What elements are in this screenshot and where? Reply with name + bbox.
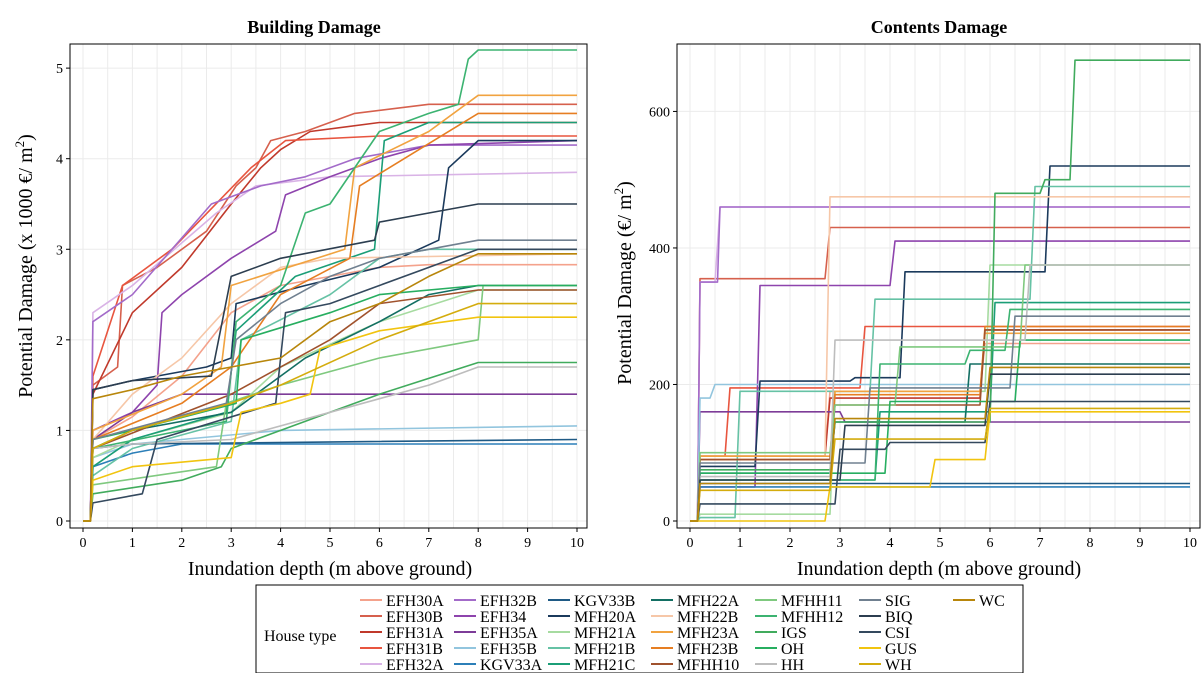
building-x-tick-label: 0 <box>80 536 87 551</box>
legend-label-efh31b: EFH31B <box>386 641 443 658</box>
legend-label-efh34: EFH34 <box>480 609 526 626</box>
legend-label-hh: HH <box>781 657 805 673</box>
legend: House type EFH30AEFH30BEFH31AEFH31BEFH32… <box>255 584 1024 673</box>
building-x-tick-label: 3 <box>228 536 235 551</box>
legend-label-wc: WC <box>979 593 1005 610</box>
contents-x-tick-label: 1 <box>737 536 744 551</box>
contents-x-tick-label: 5 <box>937 536 944 551</box>
contents-y-tick-label: 0 <box>663 515 670 530</box>
legend-box <box>255 584 1024 673</box>
legend-label-efh32a: EFH32A <box>386 657 444 673</box>
building-y-label-sup: 2 <box>12 141 27 148</box>
contents-y-tick-label: 600 <box>649 105 670 120</box>
legend-label-mfh22b: MFH22B <box>677 609 738 626</box>
legend-label-mfhh12: MFHH12 <box>781 609 843 626</box>
contents-damage-panel: 0 1 2 3 4 5 6 7 8 9 10 0 200 400 600 <box>649 43 1201 551</box>
contents-series-wc <box>690 366 1190 522</box>
building-series-mfhh12 <box>83 49 577 522</box>
legend-label-mfh22a: MFH22A <box>677 593 740 610</box>
building-series-gus <box>83 316 577 522</box>
building-y-tick-label: 4 <box>56 153 63 168</box>
building-damage-panel: 0 1 2 3 4 5 6 7 8 9 10 0 1 2 3 4 5 <box>56 43 588 551</box>
contents-series-mfh21b <box>690 185 1190 522</box>
building-x-tick-label: 1 <box>129 536 136 551</box>
contents-x-tick-label: 4 <box>887 536 894 551</box>
contents-y-label-end: ) <box>614 181 636 188</box>
legend-label-sig: SIG <box>885 593 911 610</box>
legend-label-efh30b: EFH30B <box>386 609 443 626</box>
building-y-tick-label: 2 <box>56 334 63 349</box>
legend-label-mfh21b: MFH21B <box>574 641 635 658</box>
legend-label-mfh21a: MFH21A <box>574 625 637 642</box>
legend-label-efh35a: EFH35A <box>480 625 538 642</box>
building-x-tick-label: 2 <box>178 536 185 551</box>
legend-label-mfh23a: MFH23A <box>677 625 740 642</box>
building-y-tick-label: 5 <box>56 62 63 77</box>
building-y-label-end: ) <box>15 134 37 141</box>
contents-x-tick-label: 2 <box>787 536 794 551</box>
contents-y-axis-label: Potential Damage (€/ m2) <box>611 181 636 385</box>
building-x-tick-label: 4 <box>277 536 284 551</box>
building-series-efh30b <box>83 103 577 522</box>
contents-x-tick-label: 10 <box>1183 536 1197 551</box>
contents-x-tick-label: 0 <box>687 536 694 551</box>
contents-y-tick-label: 200 <box>649 378 670 393</box>
contents-x-tick-label: 9 <box>1137 536 1144 551</box>
contents-x-tick-label: 6 <box>987 536 994 551</box>
contents-y-tick-label: 400 <box>649 242 670 257</box>
building-y-label-main: Potential Damage (x 1000 €/ m <box>15 147 37 398</box>
building-series-wc <box>83 253 577 522</box>
legend-label-wh: WH <box>885 657 912 673</box>
building-y-tick-label: 0 <box>56 515 63 530</box>
legend-label-mfh20a: MFH20A <box>574 609 637 626</box>
contents-x-tick-label: 7 <box>1037 536 1044 551</box>
legend-label-efh30a: EFH30A <box>386 593 444 610</box>
building-y-tick-label: 3 <box>56 243 63 258</box>
legend-label-kgv33a: KGV33A <box>480 657 543 673</box>
legend-label-efh32b: EFH32B <box>480 593 537 610</box>
legend-label-mfh21c: MFH21C <box>574 657 635 673</box>
building-x-tick-label: 10 <box>570 536 584 551</box>
building-series-csi <box>83 248 577 522</box>
building-damage-title: Building Damage <box>247 17 381 37</box>
legend-title: House type <box>264 628 336 645</box>
legend-label-efh31a: EFH31A <box>386 625 444 642</box>
legend-label-csi: CSI <box>885 625 910 642</box>
legend-label-oh: OH <box>781 641 805 658</box>
legend-label-efh35b: EFH35B <box>480 641 537 658</box>
legend-label-gus: GUS <box>885 641 917 658</box>
contents-damage-title: Contents Damage <box>871 17 1008 37</box>
building-plot-frame <box>69 43 588 529</box>
contents-series-gus <box>690 411 1190 522</box>
building-x-tick-label: 5 <box>327 536 334 551</box>
building-y-tick-label: 1 <box>56 424 63 439</box>
contents-x-tick-label: 8 <box>1087 536 1094 551</box>
building-x-axis-label: Inundation depth (m above ground) <box>188 558 472 580</box>
legend-label-kgv33b: KGV33B <box>574 593 635 610</box>
legend-label-igs: IGS <box>781 625 807 642</box>
contents-y-label-main: Potential Damage (€/ m <box>614 194 636 385</box>
legend-items: EFH30AEFH30BEFH31AEFH31BEFH32AEFH32BEFH3… <box>360 593 1005 673</box>
building-x-tick-label: 9 <box>524 536 531 551</box>
contents-x-tick-label: 3 <box>837 536 844 551</box>
legend-label-mfh23b: MFH23B <box>677 641 738 658</box>
building-x-tick-label: 6 <box>376 536 383 551</box>
building-x-tick-label: 8 <box>475 536 482 551</box>
legend-label-biq: BIQ <box>885 609 913 626</box>
building-y-axis-label: Potential Damage (x 1000 €/ m2) <box>12 134 37 398</box>
building-x-tick-label: 7 <box>425 536 432 551</box>
contents-y-label-sup: 2 <box>611 188 626 195</box>
contents-plot-frame <box>676 43 1201 529</box>
legend-label-mfhh10: MFHH10 <box>677 657 739 673</box>
contents-x-axis-label: Inundation depth (m above ground) <box>797 558 1081 580</box>
legend-label-mfhh11: MFHH11 <box>781 593 843 610</box>
